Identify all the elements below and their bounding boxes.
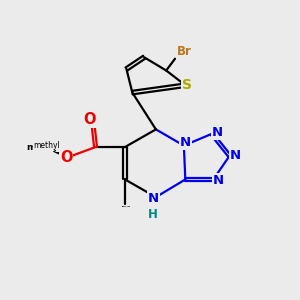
Text: Br: Br: [176, 45, 191, 58]
Text: methyl_ring: methyl_ring: [122, 205, 131, 207]
Text: O: O: [83, 112, 96, 127]
Text: N: N: [212, 126, 223, 139]
Text: S: S: [182, 78, 192, 92]
Text: O: O: [60, 150, 72, 165]
Text: N: N: [180, 136, 191, 149]
Text: H: H: [148, 208, 158, 221]
Text: methyl: methyl: [26, 142, 62, 152]
Text: N: N: [148, 192, 159, 205]
Text: N: N: [230, 149, 241, 162]
Text: methyl: methyl: [44, 136, 92, 150]
Text: N: N: [213, 174, 224, 188]
Text: methyl: methyl: [34, 141, 60, 150]
